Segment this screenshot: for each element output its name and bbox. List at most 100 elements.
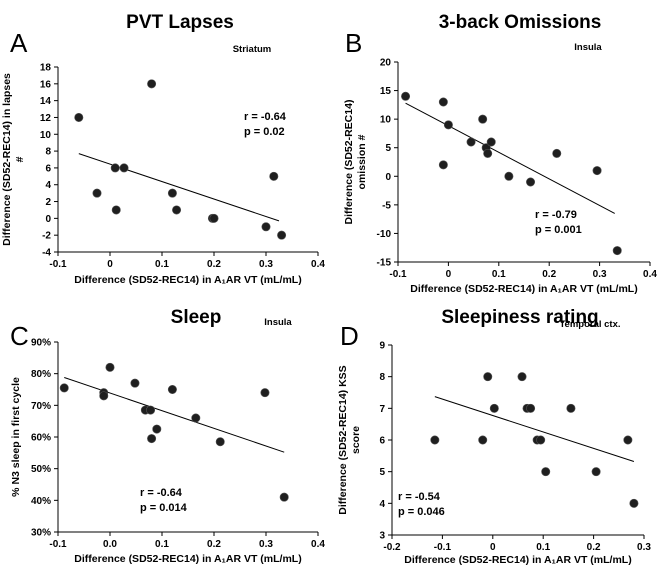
y-axis-title: % N3 sleep in first cycle <box>10 377 22 497</box>
data-point <box>92 188 102 198</box>
y-tick-label: 15 <box>380 86 392 97</box>
correlation-label: r = -0.64 <box>244 111 287 123</box>
panel-title: Sleepiness rating <box>441 307 598 328</box>
x-axis-title: Difference (SD52-REC14) in A₁AR VT (mL/m… <box>74 274 301 286</box>
x-tick-label: 0 <box>107 259 113 270</box>
x-tick-label: -0.1 <box>389 269 407 280</box>
data-point <box>592 166 602 176</box>
data-point <box>74 112 84 122</box>
data-point <box>466 137 476 147</box>
data-point <box>483 148 493 158</box>
x-tick-label: 0.2 <box>207 259 221 270</box>
y-axis-title: Difference (SD52-REC14) <box>343 100 355 225</box>
data-point <box>443 120 453 130</box>
data-point <box>526 177 536 187</box>
data-point <box>552 148 562 158</box>
x-axis-title: Difference (SD52-REC14) in A₁AR VT (mL/m… <box>74 553 301 565</box>
y-tick-label: 4 <box>379 499 385 510</box>
y-tick-label: 0 <box>385 172 391 183</box>
panel-letter: B <box>345 28 362 58</box>
trend-line <box>405 102 615 214</box>
y-tick-label: 30% <box>31 528 51 539</box>
x-tick-label: -0.1 <box>434 542 452 553</box>
data-point <box>59 383 69 393</box>
x-tick-label: 0.1 <box>492 269 506 280</box>
y-tick-label: 5 <box>385 143 391 154</box>
y-tick-label: 70% <box>31 401 51 412</box>
data-point <box>478 435 488 445</box>
y-tick-label: -4 <box>42 248 51 259</box>
panel-d: 3 4 5 6 7 8 9 -0.2 -0.1 0 0.1 0.2 0.3 Sleepiness rati… <box>337 307 651 566</box>
y-tick-label: 5 <box>379 467 385 478</box>
x-tick-label: 0.3 <box>637 542 651 553</box>
data-point <box>478 114 488 124</box>
data-point <box>483 372 493 382</box>
data-point <box>191 413 201 423</box>
x-tick-label: 0 <box>490 542 496 553</box>
data-point <box>536 435 546 445</box>
data-point <box>105 362 115 372</box>
y-tick-label: -2 <box>42 231 51 242</box>
data-point <box>517 372 527 382</box>
panel-title: PVT Lapses <box>126 12 234 33</box>
panel-letter: C <box>10 321 29 351</box>
x-tick-label: -0.1 <box>49 259 67 270</box>
data-point <box>612 246 622 256</box>
y-tick-label: 4 <box>45 180 51 191</box>
region-label: Temporal ctx. <box>559 319 620 330</box>
y-tick-label: 6 <box>379 436 385 447</box>
correlation-label: r = -0.79 <box>535 209 577 221</box>
data-point <box>526 403 536 413</box>
panel-c: 30% 40% 50% 60% 70% 80% 90% -0.1 0.0 0.1 0.2 0.3 0.4… <box>10 307 325 565</box>
data-point <box>167 188 177 198</box>
y-tick-label: 16 <box>40 79 52 90</box>
y-tick-label: 20 <box>380 58 392 69</box>
p-value-label: p = 0.046 <box>398 506 445 518</box>
y-axis-title: Difference (SD52-REC14) in lapses <box>1 73 13 246</box>
correlation-label: r = -0.54 <box>398 491 441 503</box>
y-tick-label: 90% <box>31 338 51 349</box>
data-point <box>130 378 140 388</box>
data-point <box>215 437 225 447</box>
data-point <box>260 388 270 398</box>
y-tick-label: 18 <box>40 63 52 74</box>
panel-a: -4 -2 0 2 4 6 8 10 12 14 16 18 -0.1 0 0.1 0.2 0.3 0.4 PVT … <box>1 12 325 286</box>
data-point <box>269 171 279 181</box>
y-tick-label: 8 <box>45 147 51 158</box>
x-tick-label: 0.3 <box>593 269 607 280</box>
x-tick-label: 0.2 <box>587 542 601 553</box>
x-tick-label: 0.4 <box>311 259 325 270</box>
data-point <box>430 435 440 445</box>
panel-letter: A <box>10 28 28 58</box>
data-point <box>110 163 120 173</box>
panel-b: -15 -10 -5 0 5 10 15 20 -0.1 0 0.1 0.2 0.3 0.4 3-back … <box>343 12 657 295</box>
region-label: Insula <box>574 42 602 53</box>
data-point <box>541 467 551 477</box>
y-axis-title: score <box>350 426 362 454</box>
y-tick-label: 7 <box>379 404 385 415</box>
region-label: Striatum <box>233 44 272 55</box>
y-tick-label: 3 <box>379 531 385 542</box>
x-tick-label: 0.3 <box>259 539 273 550</box>
data-point <box>591 467 601 477</box>
data-point <box>209 213 219 223</box>
y-axis-title: Difference (SD52-REC14) KSS <box>337 365 349 514</box>
x-tick-label: 0 <box>446 269 452 280</box>
data-point <box>146 405 156 415</box>
p-value-label: p = 0.001 <box>535 224 582 236</box>
y-tick-label: 6 <box>45 163 51 174</box>
y-tick-label: 2 <box>45 197 51 208</box>
x-tick-label: 0.2 <box>207 539 221 550</box>
p-value-label: p = 0.02 <box>244 126 285 138</box>
y-tick-label: 60% <box>31 433 51 444</box>
data-point <box>277 230 287 240</box>
data-point <box>486 137 496 147</box>
y-tick-label: 0 <box>45 214 51 225</box>
y-tick-label: 14 <box>40 96 52 107</box>
x-tick-label: 0.1 <box>155 259 169 270</box>
data-point <box>147 79 157 89</box>
x-tick-label: 0.1 <box>155 539 169 550</box>
y-tick-label: 80% <box>31 369 51 380</box>
region-label: Insula <box>264 317 292 328</box>
